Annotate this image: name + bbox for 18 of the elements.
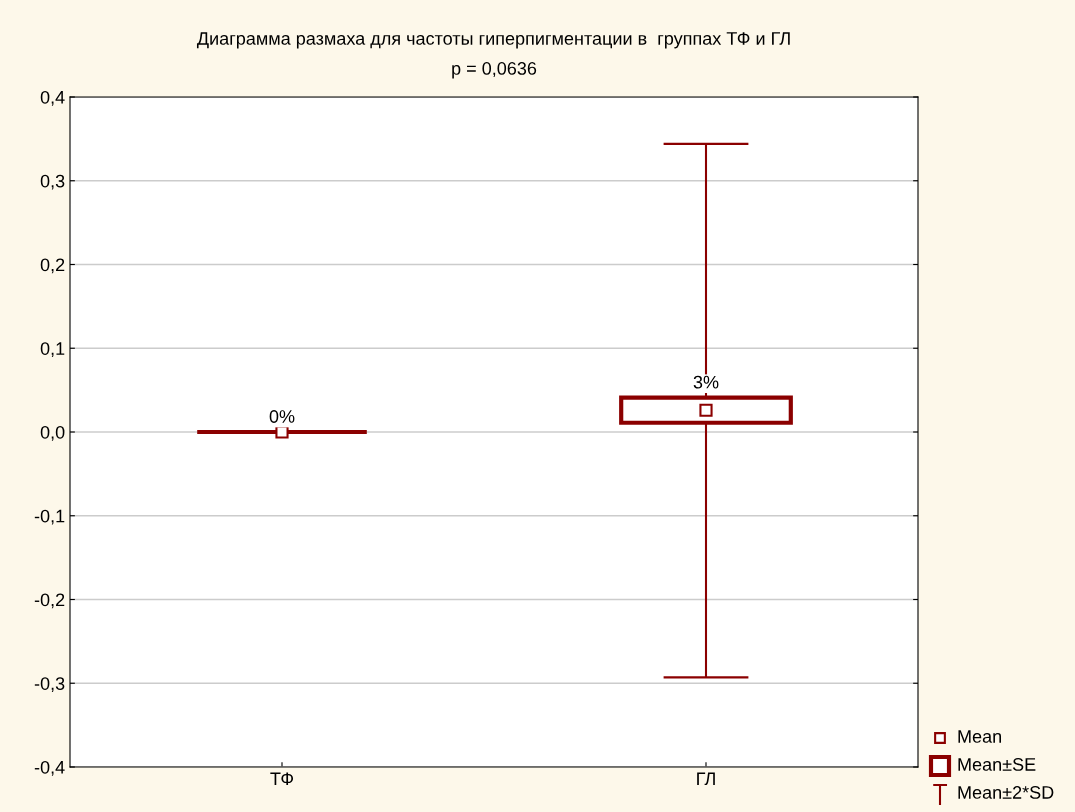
y-tick-label: -0,3 — [34, 677, 65, 693]
text: Mean — [958, 730, 1001, 743]
chart-subtitle: p = 0,0636 — [452, 62, 537, 79]
y-tick-label: 0,1 — [40, 342, 65, 358]
x-tick-label: ТФ — [270, 772, 294, 786]
text: Mean±SE — [958, 758, 1036, 771]
y-tick-label: 0,2 — [40, 258, 65, 274]
text: 3% — [693, 375, 719, 389]
y-tick-label: 0,0 — [40, 425, 65, 441]
y-tick-label: -0,4 — [34, 760, 65, 776]
text: 0% — [269, 410, 295, 423]
chart-title: Диаграмма размаха для частоты гиперпигментации в группах ТФ и ГЛ — [196, 32, 790, 49]
text: Mean±2*SD — [958, 786, 1054, 799]
y-tick-label: 0,4 — [40, 90, 65, 106]
x-tick-label: ГЛ — [697, 772, 715, 786]
y-tick-label: -0,2 — [34, 593, 65, 609]
y-tick-label: -0,1 — [34, 509, 65, 525]
y-tick-label: 0,3 — [40, 174, 65, 190]
